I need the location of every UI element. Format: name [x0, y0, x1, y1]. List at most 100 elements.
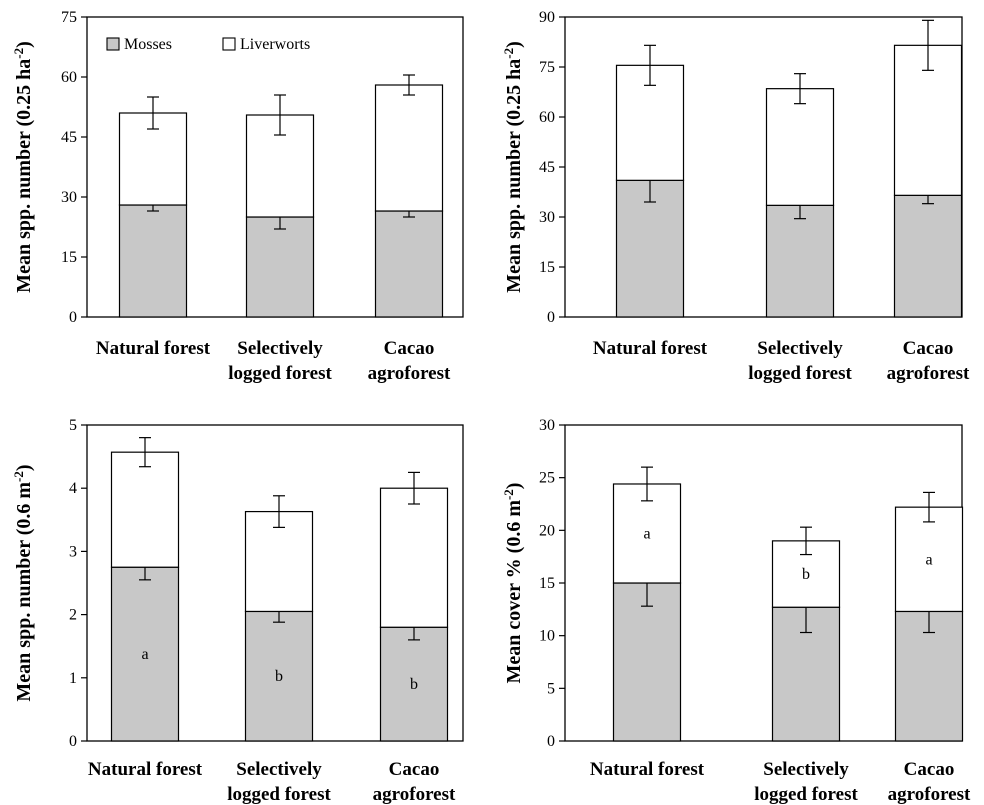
x-category-label: Selectively — [757, 338, 843, 359]
error-bar — [408, 471, 420, 505]
x-category-label: Cacao — [384, 338, 435, 359]
bar-mosses — [615, 179, 685, 318]
y-tick-label: 15 — [539, 259, 555, 276]
x-category-label: logged forest — [228, 363, 332, 384]
y-tick-label: 30 — [539, 417, 555, 434]
legend-swatch — [222, 37, 236, 51]
y-tick-label: 20 — [539, 522, 555, 539]
y-axis-label-main: Mean spp. number (0.25 ha — [13, 59, 35, 293]
error-bar — [147, 96, 159, 130]
y-axis-label: Mean spp. number (0.6 m-2) — [11, 464, 35, 701]
x-category-label: Natural forest — [96, 338, 211, 359]
bar-liverworts — [379, 487, 449, 628]
y-tick-label: 15 — [61, 249, 77, 266]
y-tick-label: 3 — [69, 543, 77, 560]
bar-mosses — [612, 582, 682, 742]
error-bar — [273, 495, 285, 528]
bar-liverworts — [771, 540, 841, 608]
y-axis-label-main: Mean spp. number (0.6 m — [13, 482, 35, 702]
error-bar — [274, 94, 286, 136]
bar-mosses — [245, 216, 315, 318]
y-axis-label-tail: ) — [13, 41, 35, 48]
error-bar — [644, 44, 656, 86]
y-tick-label: 60 — [539, 109, 555, 126]
legend-swatch — [106, 37, 120, 51]
chart-panel-bottom-right: 0 5 10 15 20 25 30 a b a Natural forest Selectively… — [501, 417, 971, 805]
chart-panel-bottom-left: 0 1 2 3 4 5 a b b Natural forest Selectively logged… — [11, 417, 464, 805]
error-bar — [923, 491, 935, 523]
y-axis-label: Mean cover % (0.6 m-2) — [501, 483, 525, 684]
error-bar — [403, 74, 415, 96]
bar-liverworts — [894, 506, 964, 613]
bar-liverworts — [374, 84, 444, 212]
y-tick-label: 15 — [539, 575, 555, 592]
significance-letter: b — [275, 668, 283, 685]
x-category-label: Selectively — [763, 759, 849, 780]
y-tick-label: 5 — [547, 680, 555, 697]
bar-liverworts — [765, 88, 835, 206]
y-axis-label-tail: ) — [13, 464, 35, 471]
y-axis-label-tail: ) — [503, 483, 525, 490]
y-tick-label: 1 — [69, 670, 77, 687]
y-tick-label: 30 — [61, 189, 77, 206]
significance-letter: b — [802, 566, 810, 583]
x-category-label: Cacao — [903, 338, 954, 359]
y-tick-label: 2 — [69, 607, 77, 624]
y-tick-label: 0 — [547, 309, 555, 326]
legend-label: Liverworts — [240, 36, 310, 53]
y-tick-label: 75 — [61, 9, 77, 26]
y-tick-label: 30 — [539, 209, 555, 226]
y-tick-label: 25 — [539, 470, 555, 487]
y-tick-label: 5 — [69, 417, 77, 434]
significance-letter: b — [410, 676, 418, 693]
significance-letter: a — [643, 525, 650, 542]
y-tick-label: 0 — [547, 733, 555, 750]
y-tick-label: 60 — [61, 69, 77, 86]
y-axis-label-main: Mean spp. number (0.25 ha — [503, 59, 525, 293]
bar-mosses — [374, 210, 444, 318]
error-bar — [800, 526, 812, 556]
chart-panel-top-left: 0 15 30 45 60 75 Natural forest Selectively logg… — [11, 9, 464, 384]
bar-liverworts — [110, 451, 180, 568]
y-axis-label-tail: ) — [503, 41, 525, 48]
y-axis-label: Mean spp. number (0.25 ha-2) — [11, 41, 35, 293]
bar-mosses — [110, 566, 180, 742]
y-tick-label: 0 — [69, 309, 77, 326]
y-tick-label: 45 — [61, 129, 77, 146]
legend: Mosses Liverworts — [106, 36, 310, 53]
significance-letter: a — [141, 646, 148, 663]
y-tick-label: 10 — [539, 628, 555, 645]
bar-mosses — [765, 204, 835, 318]
bar-mosses — [893, 194, 963, 318]
x-category-label: Cacao — [389, 759, 440, 780]
y-axis-label-superscript: -2 — [11, 471, 26, 482]
chart-panel-top-right: 0 15 30 45 60 75 90 Natural forest Selectively lo… — [501, 9, 970, 384]
x-category-label: logged forest — [227, 784, 331, 805]
x-category-label: agroforest — [368, 363, 451, 384]
x-category-label: Selectively — [237, 338, 323, 359]
x-category-label: Selectively — [236, 759, 322, 780]
y-tick-label: 90 — [539, 9, 555, 26]
error-bar — [794, 73, 806, 105]
significance-letter: a — [925, 551, 932, 568]
x-category-label: agroforest — [888, 784, 971, 805]
x-category-label: agroforest — [887, 363, 970, 384]
x-category-label: agroforest — [373, 784, 456, 805]
y-tick-label: 45 — [539, 159, 555, 176]
y-tick-label: 0 — [69, 733, 77, 750]
x-category-label: logged forest — [748, 363, 852, 384]
y-tick-label: 75 — [539, 59, 555, 76]
error-bar — [139, 437, 151, 468]
y-axis-label-superscript: -2 — [501, 48, 516, 59]
error-bar — [922, 19, 934, 71]
bar-mosses — [118, 204, 188, 318]
y-axis-label-superscript: -2 — [501, 489, 516, 500]
y-axis-label: Mean spp. number (0.25 ha-2) — [501, 41, 525, 293]
x-category-label: logged forest — [754, 784, 858, 805]
error-bar — [641, 466, 653, 502]
y-axis-label-superscript: -2 — [11, 48, 26, 59]
x-category-label: Cacao — [904, 759, 955, 780]
y-axis-label-main: Mean cover % (0.6 m — [503, 500, 525, 684]
x-category-label: Natural forest — [88, 759, 203, 780]
